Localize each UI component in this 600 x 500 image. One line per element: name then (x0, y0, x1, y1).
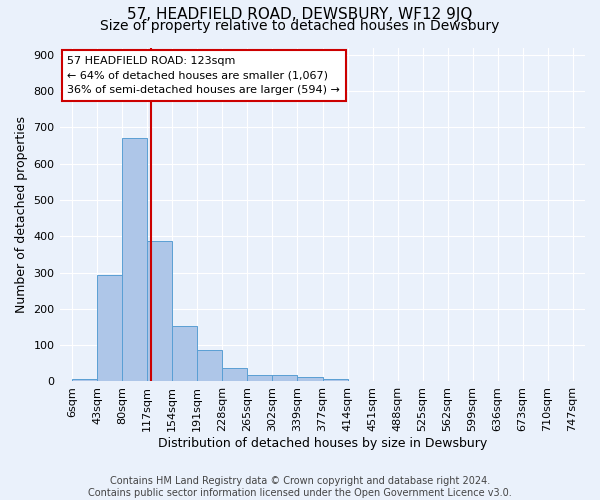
Bar (147, 240, 172, 382)
Bar (323, 378, 347, 382)
Bar (122, 138, 147, 382)
Bar (172, 326, 197, 382)
Y-axis label: Number of detached properties: Number of detached properties (15, 116, 28, 313)
Bar (247, 375, 272, 382)
Text: 57, HEADFIELD ROAD, DEWSBURY, WF12 9JQ: 57, HEADFIELD ROAD, DEWSBURY, WF12 9JQ (127, 8, 473, 22)
Text: 57 HEADFIELD ROAD: 123sqm
← 64% of detached houses are smaller (1,067)
36% of se: 57 HEADFIELD ROAD: 123sqm ← 64% of detac… (67, 56, 340, 96)
Bar (197, 350, 222, 382)
X-axis label: Distribution of detached houses by size in Dewsbury: Distribution of detached houses by size … (158, 437, 487, 450)
Bar (72, 378, 97, 382)
Text: Size of property relative to detached houses in Dewsbury: Size of property relative to detached ho… (100, 19, 500, 33)
Bar (272, 375, 297, 382)
Bar (297, 377, 323, 382)
Bar (97, 275, 122, 382)
Bar (222, 368, 247, 382)
Text: Contains HM Land Registry data © Crown copyright and database right 2024.
Contai: Contains HM Land Registry data © Crown c… (88, 476, 512, 498)
